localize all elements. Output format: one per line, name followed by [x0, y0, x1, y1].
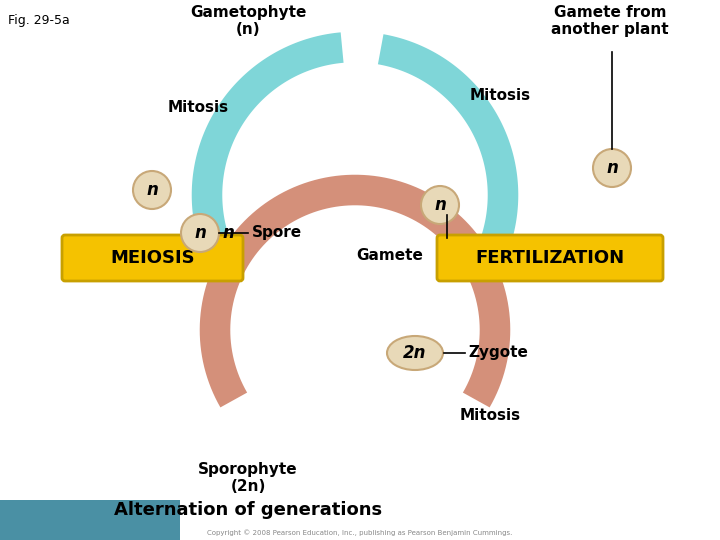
Text: 2n: 2n	[403, 344, 427, 362]
Circle shape	[593, 149, 631, 187]
Text: Gamete from
another plant: Gamete from another plant	[552, 5, 669, 37]
Ellipse shape	[387, 336, 443, 370]
Text: n: n	[222, 224, 234, 242]
Text: n: n	[194, 224, 206, 242]
Text: Mitosis: Mitosis	[168, 100, 228, 116]
Circle shape	[181, 214, 219, 252]
Text: Gametophyte
(n): Gametophyte (n)	[190, 5, 306, 37]
Text: Copyright © 2008 Pearson Education, Inc., publishing as Pearson Benjamin Cumming: Copyright © 2008 Pearson Education, Inc.…	[207, 529, 513, 536]
Text: Sporophyte
(2n): Sporophyte (2n)	[198, 462, 298, 495]
Circle shape	[421, 186, 459, 224]
Text: MEIOSIS: MEIOSIS	[110, 249, 195, 267]
Text: Gamete: Gamete	[356, 248, 423, 263]
FancyBboxPatch shape	[62, 235, 243, 281]
Text: Spore: Spore	[252, 226, 302, 240]
Text: n: n	[606, 159, 618, 177]
Text: Alternation of generations: Alternation of generations	[114, 501, 382, 519]
Text: FERTILIZATION: FERTILIZATION	[475, 249, 624, 267]
Text: n: n	[434, 196, 446, 214]
Text: Fig. 29-5a: Fig. 29-5a	[8, 14, 70, 27]
FancyBboxPatch shape	[0, 500, 180, 540]
Text: Mitosis: Mitosis	[469, 87, 531, 103]
Text: n: n	[146, 181, 158, 199]
FancyBboxPatch shape	[437, 235, 663, 281]
Text: Zygote: Zygote	[468, 346, 528, 361]
Text: Mitosis: Mitosis	[459, 408, 521, 422]
Circle shape	[133, 171, 171, 209]
